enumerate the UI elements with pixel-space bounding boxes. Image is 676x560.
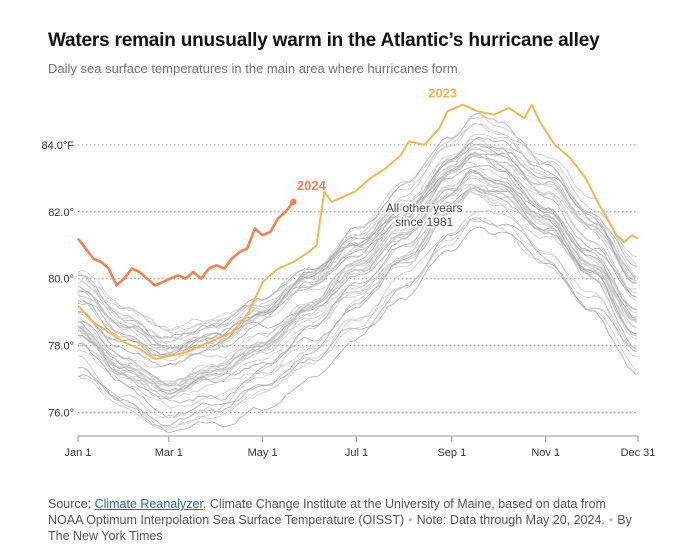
other-year-line xyxy=(77,143,637,341)
other-year-line xyxy=(77,170,637,404)
other-year-line xyxy=(77,123,637,334)
other-year-line xyxy=(77,209,637,409)
other-year-line xyxy=(77,191,637,429)
line-chart: 76.0° 78.0° 80.0° 82.0° 84.0°F Jan 1 Mar 1 May… xyxy=(41,86,656,459)
other-year-line xyxy=(77,146,637,359)
other-year-line xyxy=(77,190,637,399)
chart-title: Waters remain unusually warm in the Atla… xyxy=(48,30,600,51)
other-year-line xyxy=(77,169,637,351)
series-label-2023: 2023 xyxy=(428,86,457,101)
other-year-line xyxy=(77,175,637,394)
other-year-line xyxy=(77,165,637,356)
other-year-line xyxy=(77,185,637,385)
y-tick-label: 82.0° xyxy=(48,207,74,219)
footer-byline: By The New York Times xyxy=(48,513,632,543)
other-year-line xyxy=(77,151,637,388)
other-year-line xyxy=(77,168,637,387)
other-year-line xyxy=(78,185,637,395)
other-years-label-halo: All other years xyxy=(386,201,463,215)
series-line-2023 xyxy=(77,103,639,361)
x-tick-label: Jan 1 xyxy=(65,447,92,459)
x-tick-label: Nov 1 xyxy=(531,447,560,459)
other-year-line xyxy=(77,187,637,417)
chart-subtitle: Daily sea surface temperatures in the ma… xyxy=(48,61,458,76)
other-year-line xyxy=(77,154,637,368)
y-tick-label: 78.0° xyxy=(48,341,74,353)
other-year-line xyxy=(77,186,637,383)
y-tick-label: 80.0° xyxy=(48,274,74,286)
other-year-line xyxy=(77,148,637,362)
x-tick-label: Dec 31 xyxy=(621,447,656,459)
y-tick-label: 84.0°F xyxy=(41,140,74,152)
x-tick-label: Sep 1 xyxy=(437,447,466,459)
other-year-line xyxy=(77,134,637,331)
source-prefix: Source: xyxy=(48,497,95,511)
y-tick-label: 76.0° xyxy=(48,408,74,420)
x-tick-label: Mar 1 xyxy=(155,447,183,459)
other-year-line xyxy=(77,177,637,387)
other-years-label-halo: since 1981 xyxy=(395,215,453,229)
x-tick-label: May 1 xyxy=(248,447,278,459)
other-year-line xyxy=(77,144,637,339)
other-year-line xyxy=(77,153,637,344)
other-year-line xyxy=(77,226,637,427)
separator-dot: • xyxy=(408,513,413,527)
other-year-line xyxy=(77,170,637,392)
x-tick-label: Jul 1 xyxy=(345,447,368,459)
separator-dot: • xyxy=(608,513,614,527)
other-year-line xyxy=(77,189,637,396)
other-years-label: since 1981 xyxy=(395,215,453,229)
other-year-line xyxy=(77,112,637,349)
other-year-line xyxy=(77,153,637,391)
other-year-line xyxy=(77,170,637,399)
other-year-line xyxy=(77,218,637,434)
series-end-dot-2024 xyxy=(290,198,297,205)
series-line-2024 xyxy=(76,201,295,287)
source-link[interactable]: Climate Reanalyzer xyxy=(94,497,203,511)
other-year-line xyxy=(77,186,637,398)
other-years-label: All other years xyxy=(386,201,463,215)
chart-footer: Source: Climate Reanalyzer, Climate Chan… xyxy=(48,496,638,544)
source-rest: , Climate Change Institute at the Univer… xyxy=(48,497,606,527)
other-year-line xyxy=(78,219,637,419)
footer-note: Note: Data through May 20, 2024. xyxy=(416,513,605,527)
series-label-2024: 2024 xyxy=(297,178,327,193)
